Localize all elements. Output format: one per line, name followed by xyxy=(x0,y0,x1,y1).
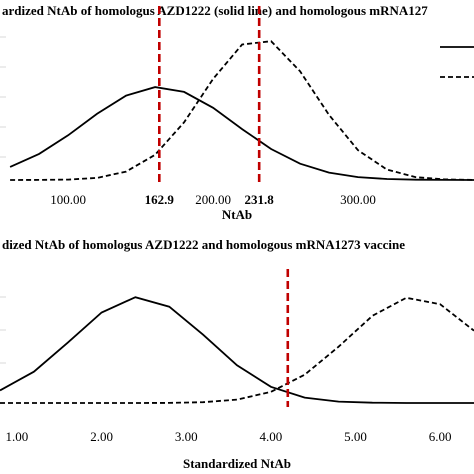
chart-title: ardized NtAb of homologus AZD1222 (solid… xyxy=(2,3,428,18)
x-tick-label: 100.00 xyxy=(50,192,86,207)
x-tick-label: 3.00 xyxy=(175,429,198,444)
x-tick-label: 300.00 xyxy=(340,192,376,207)
series-line xyxy=(9,86,474,181)
x-tick-label: 4.00 xyxy=(259,429,282,444)
reference-label: 231.8 xyxy=(245,192,275,207)
x-tick-label: 2.00 xyxy=(90,429,113,444)
x-tick-label: 200.00 xyxy=(195,192,231,207)
series-line xyxy=(0,296,474,404)
chart-title: dized NtAb of homologus AZD1222 and homo… xyxy=(2,237,405,252)
series-line xyxy=(10,40,474,181)
x-tick-label: 6.00 xyxy=(429,429,452,444)
x-tick-label: 1.00 xyxy=(6,429,29,444)
x-axis-label: NtAb xyxy=(222,207,252,222)
x-axis-label: Standardized NtAb xyxy=(183,456,291,471)
series-line xyxy=(0,296,474,404)
x-tick-label: 5.00 xyxy=(344,429,367,444)
reference-label: 162.9 xyxy=(145,192,175,207)
